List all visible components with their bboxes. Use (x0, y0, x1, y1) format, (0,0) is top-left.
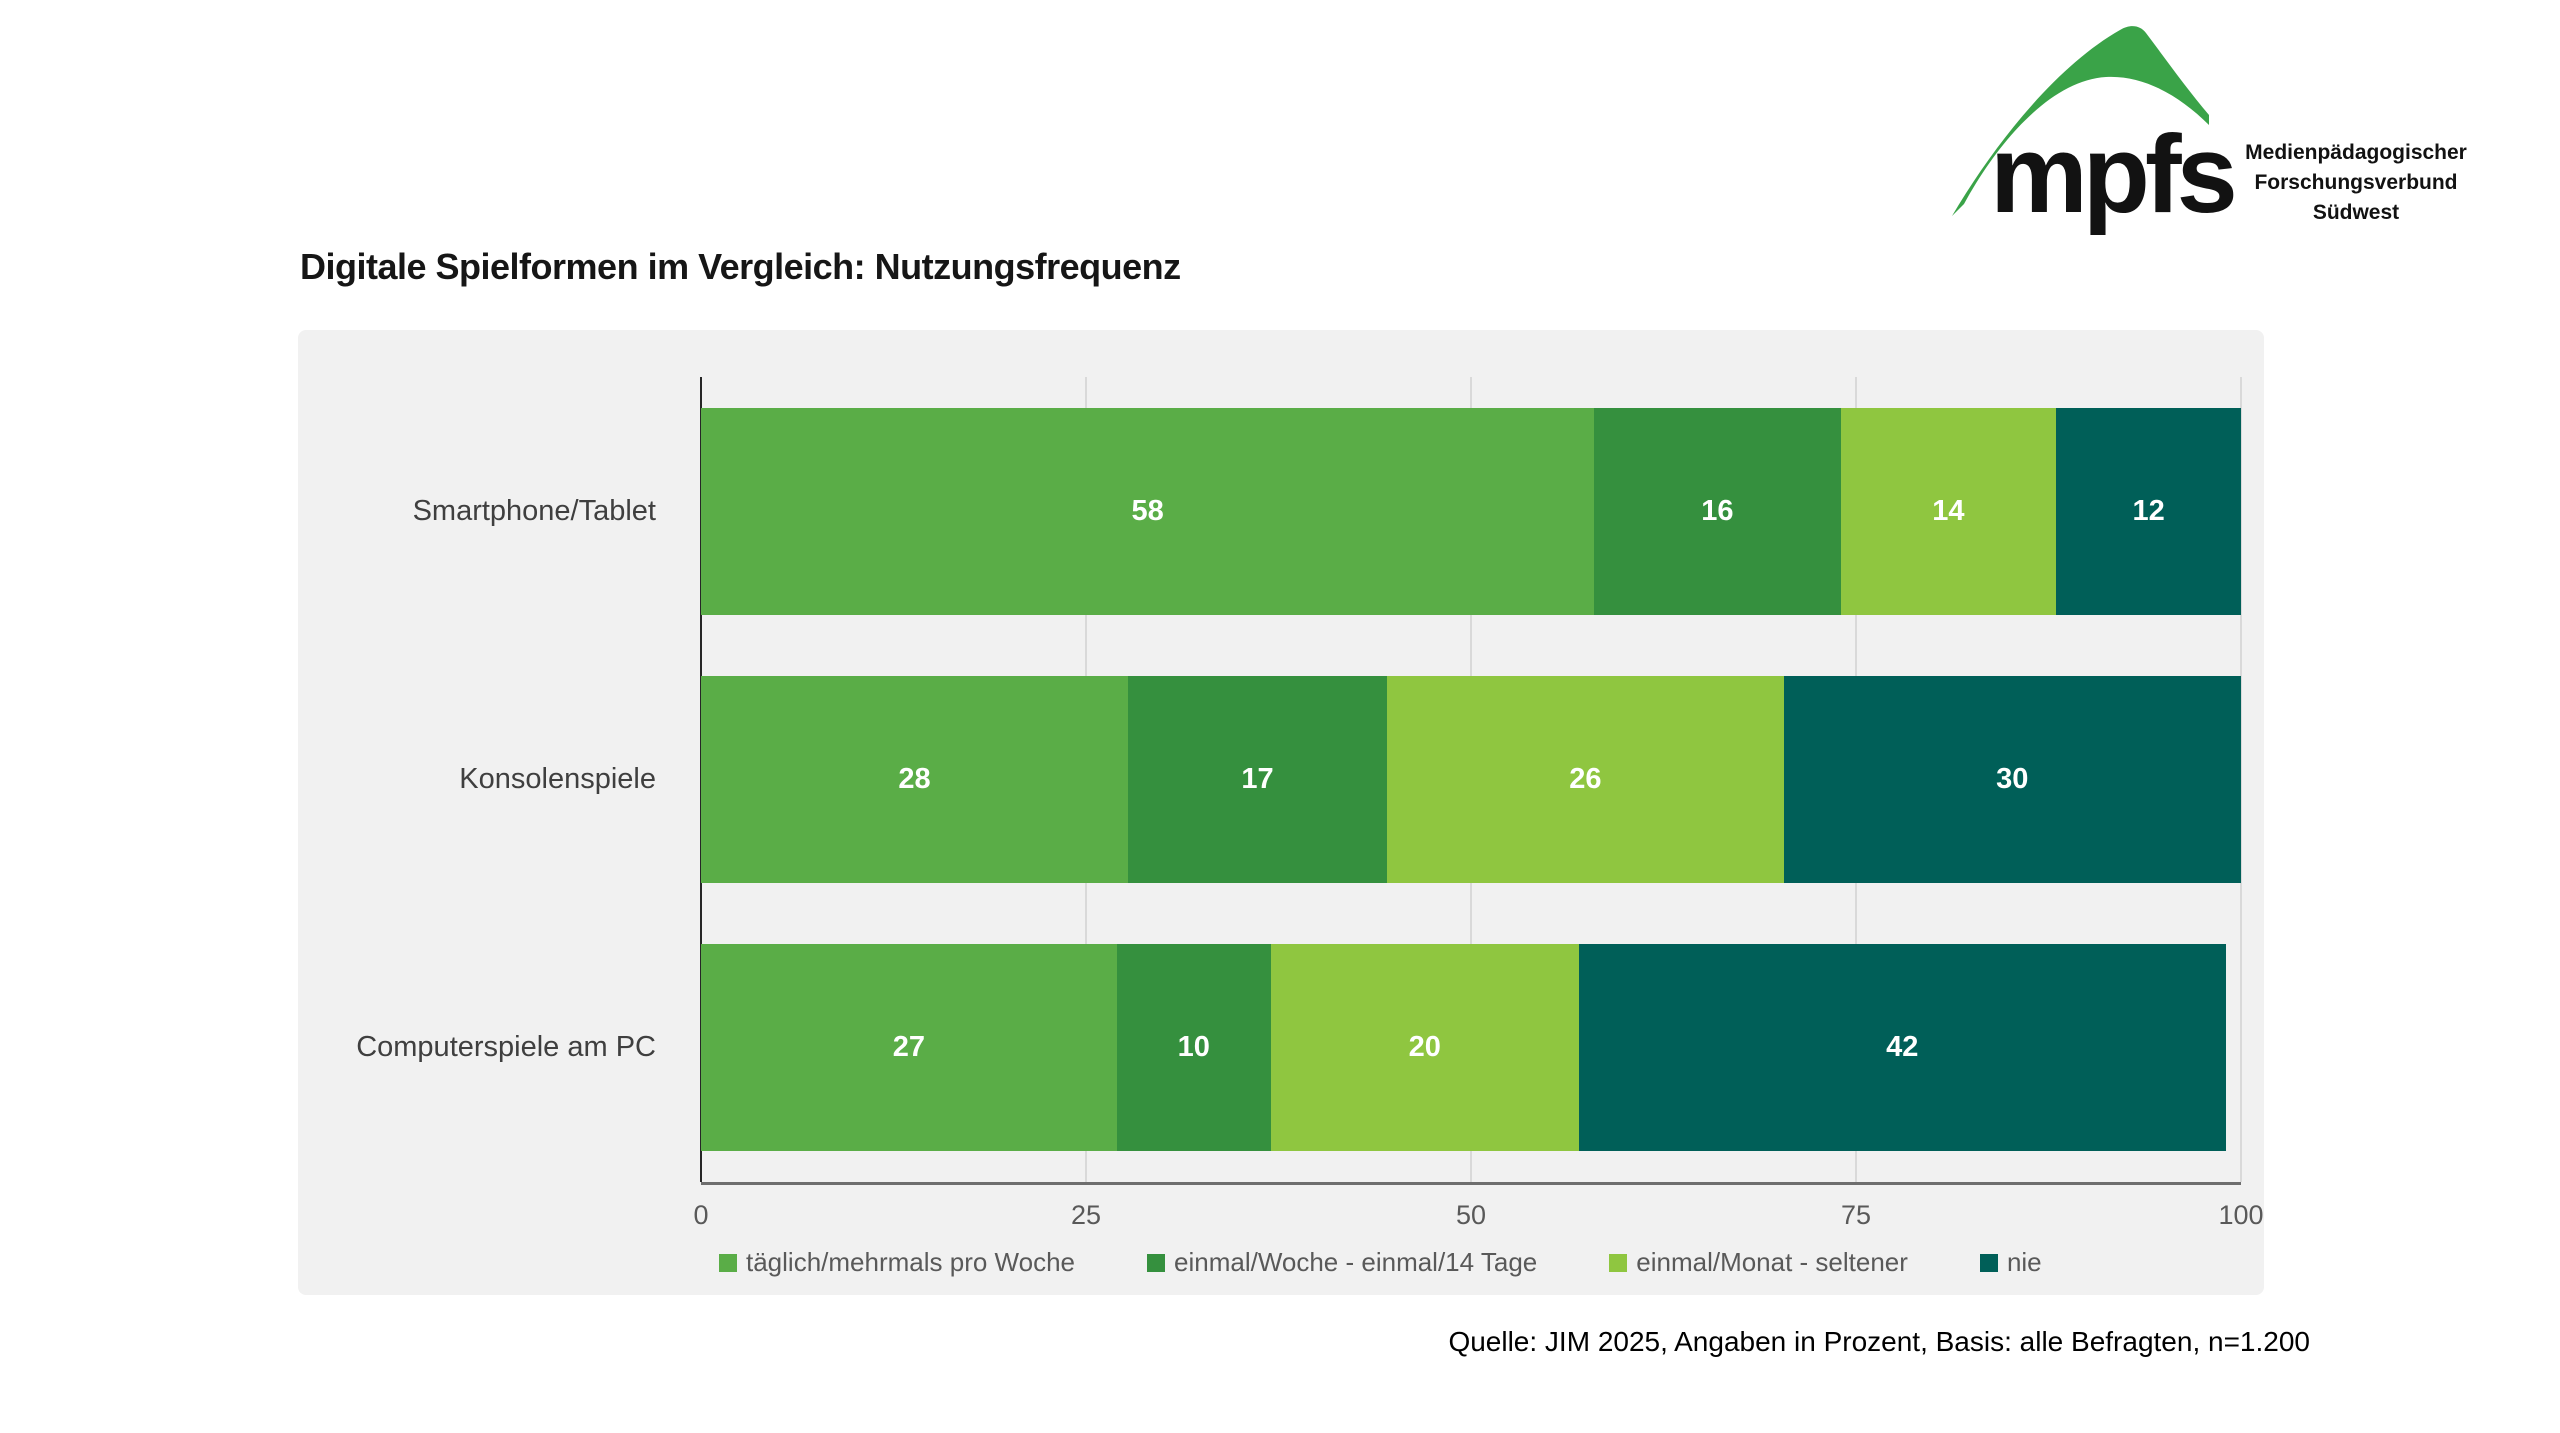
bar-value-label: 17 (1241, 763, 1274, 795)
logo-swoosh-icon (1952, 26, 2209, 217)
x-tick-label: 50 (1455, 1200, 1487, 1230)
bar-value-label: 14 (1932, 494, 1965, 527)
bar-segment: 27 (701, 944, 1117, 1152)
legend-swatch-icon (1609, 1253, 1628, 1272)
bar-segment: 17 (1127, 676, 1388, 883)
bar-segment: 58 (701, 407, 1595, 615)
gridline (2240, 377, 2242, 1182)
legend-label: einmal/Monat - seltener (1636, 1247, 1908, 1277)
bar-value-label: 28 (898, 763, 931, 795)
logo-wordmark: mpfs (1990, 113, 2238, 236)
x-tick-label: 25 (1070, 1200, 1102, 1230)
bar-segment: 14 (1840, 407, 2057, 615)
bar-row: 58 16 14 12 (701, 407, 2241, 615)
bar-row: 28 17 26 30 (701, 676, 2241, 883)
mpfs-logo: mpfs Medienpädagogischer Forschungsverbu… (1950, 10, 2490, 262)
logo-org-name: Medienpädagogischer Forschungsverbund Sü… (2240, 138, 2472, 228)
plot-area: Smartphone/Tablet 58 16 14 12 Konsolenspiele 2… (356, 377, 2264, 1277)
legend-swatch-icon (719, 1253, 737, 1272)
bar-value-label: 20 (1408, 1031, 1441, 1064)
bar-segment: 42 (1578, 944, 2226, 1152)
x-tick-label: 0 (693, 1200, 709, 1230)
bar-value-label: 58 (1131, 494, 1164, 527)
legend-label: nie (2006, 1247, 2042, 1277)
bar-value-label: 30 (1996, 763, 2029, 795)
legend-item: einmal/Monat - seltener (1609, 1247, 1908, 1278)
category-label: Computerspiele am PC (356, 1031, 656, 1064)
bar-segment: 28 (701, 676, 1128, 883)
bar-segment: 10 (1116, 944, 1271, 1152)
bar-value-label: 42 (1886, 1031, 1919, 1064)
legend-label: täglich/mehrmals pro Woche (746, 1247, 1075, 1277)
logo-org-line: Medienpädagogischer (2245, 141, 2467, 164)
bar-value-label: 10 (1177, 1031, 1210, 1064)
legend-item: täglich/mehrmals pro Woche (719, 1247, 1075, 1278)
bar-value-label: 26 (1569, 763, 1602, 795)
x-axis-line (701, 1182, 2241, 1185)
legend-swatch-icon (1147, 1253, 1165, 1272)
logo-org-line: Forschungsverbund (2254, 171, 2458, 194)
page-title: Digitale Spielformen im Vergleich: Nutzu… (300, 246, 1181, 287)
bar-value-label: 27 (892, 1031, 926, 1064)
x-tick-label: 75 (1840, 1200, 1872, 1230)
chart-panel: Smartphone/Tablet 58 16 14 12 Konsolenspiele 2… (298, 330, 2264, 1295)
bar-segment: 16 (1594, 407, 1841, 615)
legend-item: einmal/Woche - einmal/14 Tage (1147, 1247, 1537, 1278)
bar-segment: 30 (1783, 676, 2241, 883)
bar-row: 27 10 20 42 (701, 944, 2241, 1152)
category-label: Smartphone/Tablet (412, 494, 656, 527)
bar-segment: 26 (1387, 676, 1784, 883)
source-note: Quelle: JIM 2025, Angaben in Prozent, Ba… (1448, 1326, 2310, 1357)
bar-segment: 12 (2056, 407, 2241, 615)
legend: täglich/mehrmals pro Woche einmal/Woche -… (719, 1247, 2042, 1278)
legend-swatch-icon (1979, 1253, 1998, 1272)
x-tick-label: 100 (2218, 1200, 2264, 1230)
swoosh-shape (1952, 26, 2209, 217)
bar-segment: 20 (1270, 944, 1579, 1152)
bar-value-label: 12 (2132, 494, 2165, 527)
legend-label: einmal/Woche - einmal/14 Tage (1174, 1247, 1538, 1277)
category-label: Konsolenspiele (459, 762, 656, 795)
logo-org-line: Südwest (2312, 201, 2400, 224)
legend-item: nie (1979, 1247, 2042, 1278)
bar-value-label: 16 (1701, 494, 1734, 527)
